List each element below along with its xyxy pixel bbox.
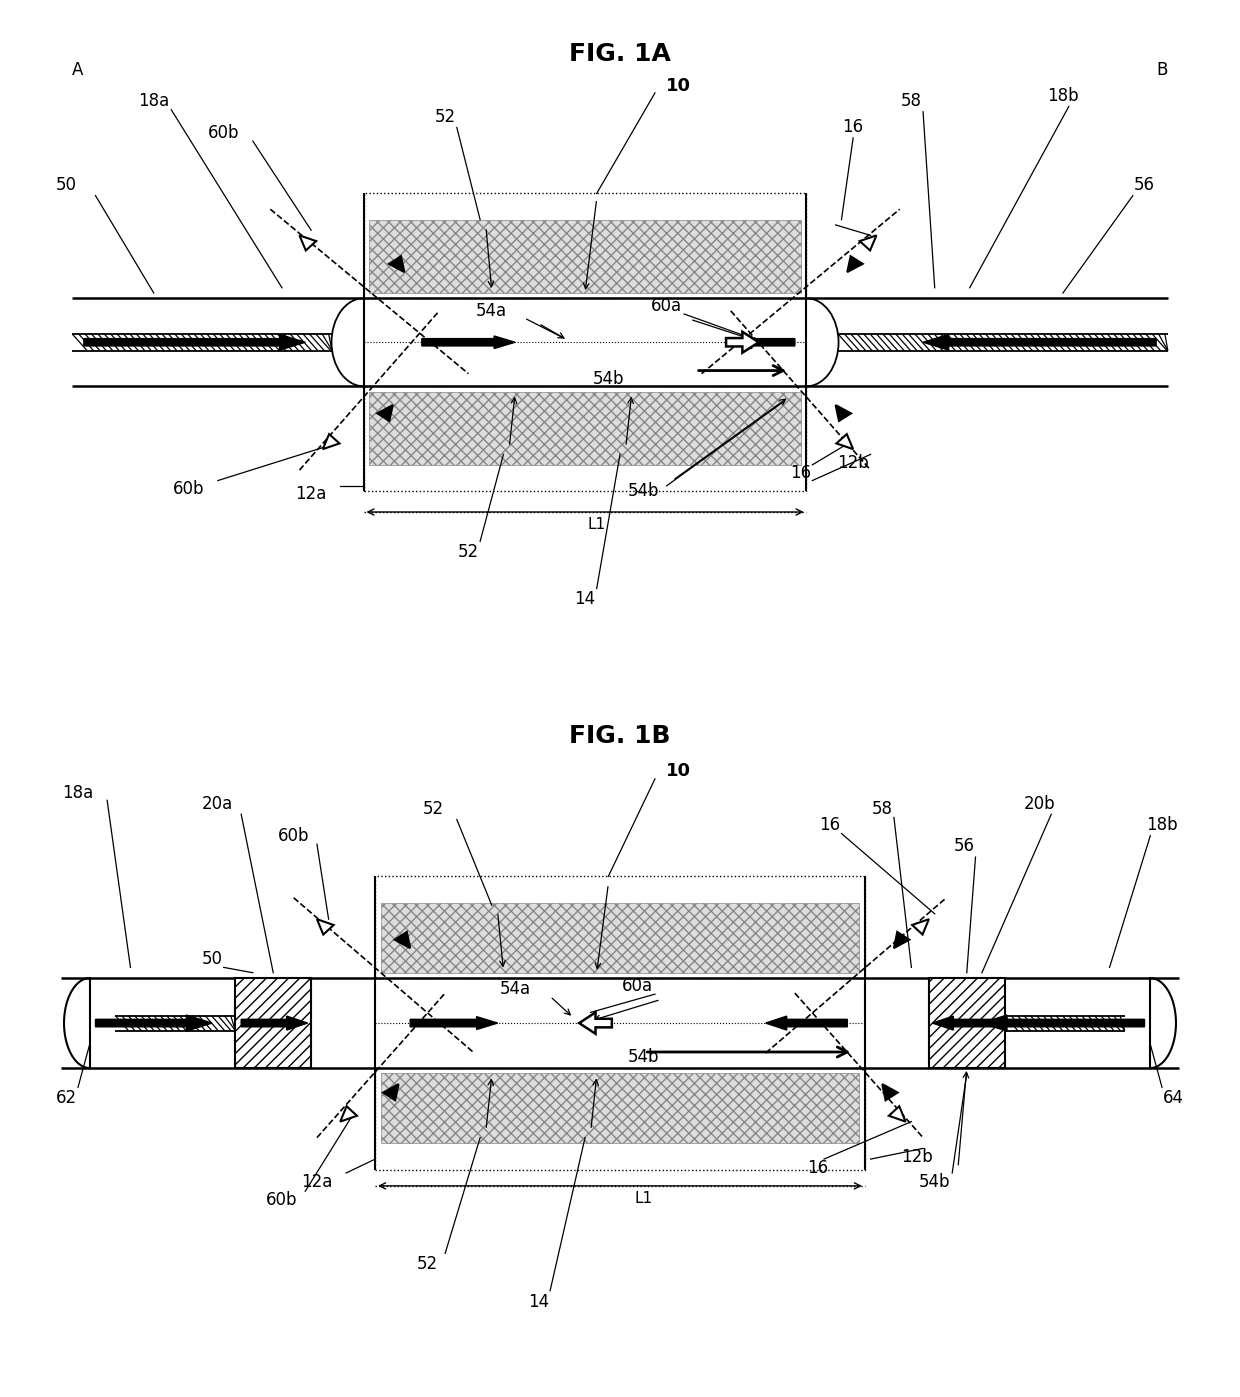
Text: 60b: 60b (172, 481, 205, 497)
Polygon shape (579, 1013, 611, 1034)
Text: 50: 50 (56, 176, 77, 194)
Text: 60a: 60a (622, 977, 653, 995)
Bar (370, 391, 801, 465)
Text: 54b: 54b (919, 1172, 951, 1190)
Text: 16: 16 (820, 816, 841, 834)
Polygon shape (377, 405, 393, 420)
Text: 50: 50 (202, 950, 222, 968)
Text: 12a: 12a (295, 485, 327, 503)
Text: 54a: 54a (476, 302, 507, 320)
Polygon shape (727, 331, 759, 353)
Text: 10: 10 (666, 77, 691, 95)
Polygon shape (340, 1106, 357, 1122)
Polygon shape (859, 236, 877, 250)
FancyArrow shape (95, 1016, 212, 1031)
FancyArrow shape (981, 1016, 1145, 1031)
Text: B: B (1157, 61, 1168, 78)
Text: 12b: 12b (901, 1148, 934, 1166)
Polygon shape (394, 932, 410, 949)
Text: 62: 62 (56, 1090, 77, 1106)
Text: L1: L1 (634, 1192, 652, 1206)
FancyArrow shape (765, 1016, 847, 1030)
Text: 52: 52 (423, 800, 444, 817)
Text: 12a: 12a (301, 1172, 332, 1190)
Text: 60b: 60b (267, 1190, 298, 1208)
FancyArrow shape (730, 335, 795, 349)
Text: 16: 16 (807, 1158, 828, 1176)
Text: 14: 14 (574, 590, 595, 608)
Text: 58: 58 (872, 800, 893, 817)
Text: 16: 16 (842, 119, 864, 137)
Text: 18b: 18b (1146, 816, 1178, 834)
Bar (376, 876, 864, 978)
Text: 54b: 54b (593, 370, 624, 388)
Bar (376, 1069, 864, 1169)
Text: 56: 56 (1135, 176, 1154, 194)
Text: A: A (72, 61, 83, 78)
FancyArrow shape (241, 1016, 308, 1030)
Polygon shape (889, 1106, 905, 1122)
Bar (236, 978, 311, 1069)
Text: 52: 52 (417, 1255, 438, 1273)
Polygon shape (322, 434, 340, 450)
Text: 12b: 12b (837, 454, 869, 472)
FancyArrow shape (422, 335, 515, 349)
Text: FIG. 1A: FIG. 1A (569, 42, 671, 66)
Polygon shape (883, 1084, 898, 1101)
Polygon shape (300, 236, 316, 250)
Polygon shape (894, 932, 909, 949)
Bar (363, 194, 806, 299)
Text: 54b: 54b (627, 482, 660, 500)
Polygon shape (913, 919, 929, 935)
Text: 18b: 18b (1047, 87, 1079, 105)
FancyArrow shape (932, 1016, 999, 1030)
Text: 20a: 20a (202, 795, 233, 813)
Text: 56: 56 (954, 837, 975, 855)
Text: 18a: 18a (62, 784, 94, 802)
Polygon shape (836, 405, 851, 420)
Polygon shape (847, 256, 863, 272)
Bar (381, 902, 859, 972)
Text: 60b: 60b (278, 827, 310, 845)
Bar (370, 219, 801, 293)
Text: 10: 10 (666, 763, 691, 781)
Bar (381, 1073, 859, 1143)
Text: 20b: 20b (1024, 795, 1055, 813)
Text: 14: 14 (528, 1292, 549, 1310)
Text: FIG. 1B: FIG. 1B (569, 724, 671, 747)
Text: 52: 52 (458, 543, 479, 560)
Polygon shape (383, 1084, 398, 1101)
Text: 54b: 54b (627, 1048, 660, 1066)
Polygon shape (389, 256, 404, 272)
Text: 60a: 60a (651, 296, 682, 314)
Text: L1: L1 (588, 517, 606, 532)
Text: 60b: 60b (208, 124, 239, 141)
FancyArrow shape (84, 334, 305, 351)
Text: 58: 58 (901, 92, 921, 110)
Polygon shape (317, 919, 334, 935)
Text: 16: 16 (790, 464, 811, 482)
Text: 54a: 54a (500, 979, 531, 997)
Text: 18a: 18a (138, 92, 170, 110)
Bar (363, 386, 806, 492)
Polygon shape (837, 434, 853, 450)
Text: 52: 52 (434, 108, 456, 126)
Bar (929, 978, 1004, 1069)
FancyArrow shape (410, 1017, 497, 1030)
FancyArrow shape (923, 334, 1156, 351)
Text: 64: 64 (1163, 1090, 1184, 1106)
